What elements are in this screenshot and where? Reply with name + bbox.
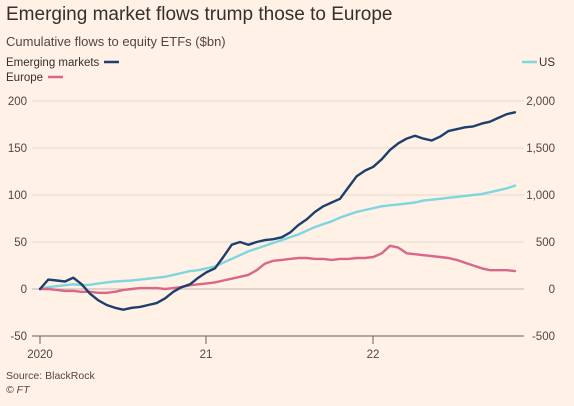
- us-line: [38, 184, 517, 291]
- series-lines: [38, 111, 517, 311]
- x-axis-ticks: 2020 21 22: [27, 335, 524, 361]
- right-axis-ticks: 2,000 1,500 1,000 500 0 -500: [526, 96, 555, 343]
- right-tick-label: 1,500: [526, 143, 555, 155]
- left-tick-label: 150: [8, 143, 27, 155]
- legend-label-emerging: Emerging markets: [6, 57, 100, 69]
- left-tick-label: 200: [8, 96, 27, 108]
- left-tick-label: 100: [8, 190, 27, 202]
- left-tick-label: 50: [14, 237, 27, 249]
- chart-title: Emerging market flows trump those to Eur…: [6, 4, 393, 25]
- source-note: Source: BlackRock: [6, 370, 95, 382]
- europe-line: [38, 244, 517, 294]
- right-tick-label: 1,000: [526, 190, 555, 202]
- right-tick-label: 0: [549, 284, 555, 296]
- x-tick-label: 22: [367, 349, 380, 361]
- left-tick-label: 0: [21, 284, 27, 296]
- left-axis-ticks: 200 150 100 50 0 -50: [8, 96, 27, 343]
- legend: Emerging markets Europe US: [6, 57, 555, 84]
- x-tick-label: 2020: [27, 349, 53, 361]
- x-tick-label: 21: [200, 349, 213, 361]
- emerging-markets-line: [38, 111, 517, 311]
- grid-lines: [32, 100, 524, 337]
- legend-label-us: US: [539, 57, 555, 69]
- right-tick-label: 500: [536, 237, 555, 249]
- left-tick-label: -50: [10, 331, 27, 343]
- right-tick-label: -500: [532, 331, 555, 343]
- ft-credit: © FT: [6, 384, 30, 396]
- legend-label-europe: Europe: [6, 72, 43, 84]
- right-tick-label: 2,000: [526, 96, 555, 108]
- chart-subtitle: Cumulative flows to equity ETFs ($bn): [6, 34, 226, 49]
